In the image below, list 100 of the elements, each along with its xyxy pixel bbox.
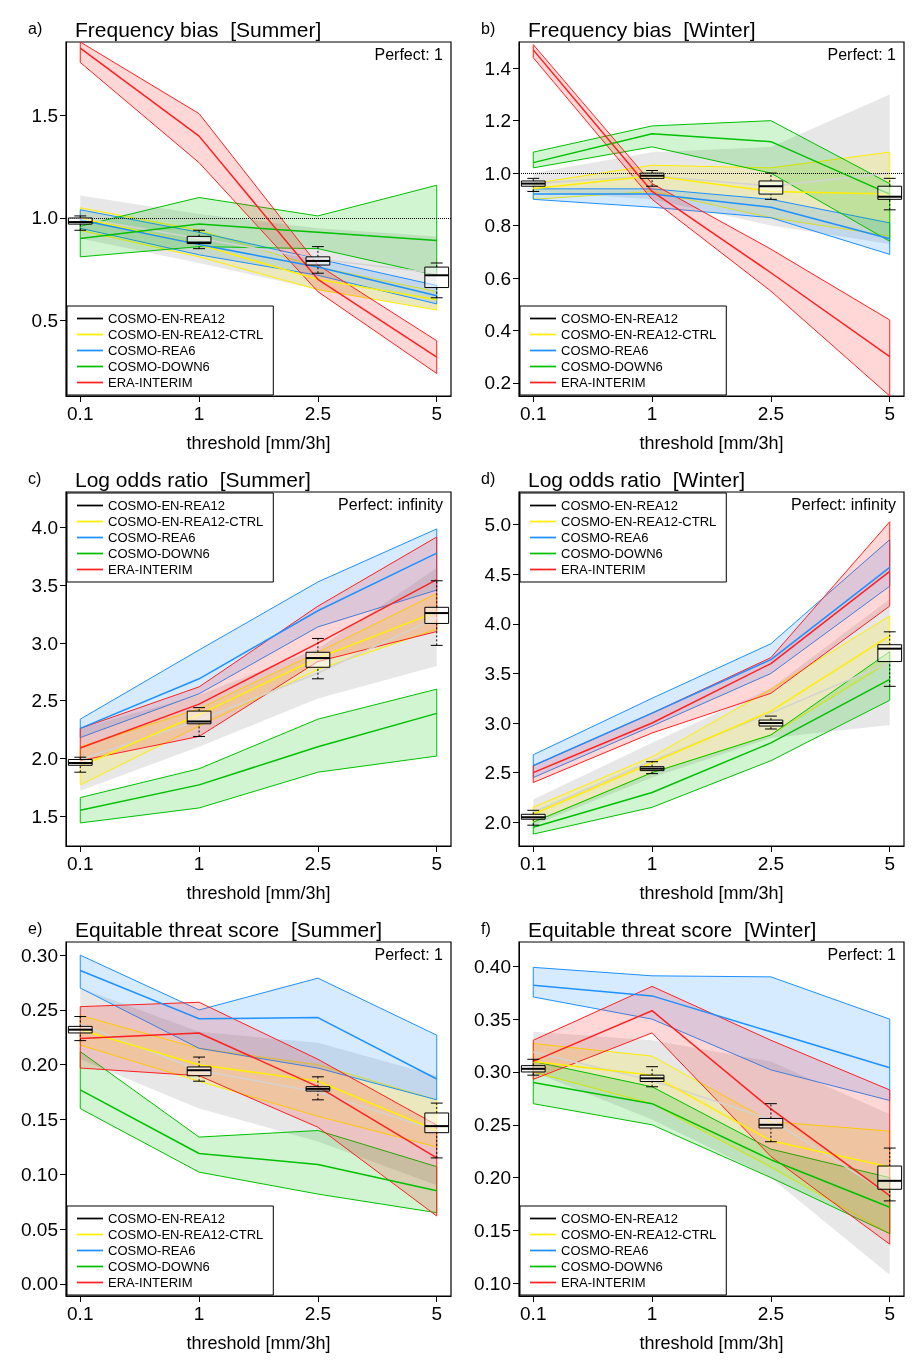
x-tick-label: 0.1 — [520, 853, 547, 874]
x-tick-label: 2.5 — [304, 853, 332, 874]
legend-label: COSMO-DOWN6 — [561, 546, 663, 561]
text: b) — [481, 19, 496, 37]
legend-label: COSMO-REA6 — [561, 1243, 649, 1258]
text: a) — [28, 19, 43, 37]
x-tick-label: 5 — [884, 853, 896, 874]
y-tick-label: 0.5 — [31, 309, 58, 331]
x-tick-label: 5 — [884, 403, 896, 424]
legend-label: COSMO-EN-REA12-CTRL — [108, 514, 264, 529]
chart-title: Equitable threat score [Winter] — [528, 918, 817, 941]
annotation: Perfect: 1 — [827, 945, 897, 963]
y-tick-label: 2.0 — [484, 811, 511, 833]
y-tick-label: 0.20 — [21, 1054, 58, 1076]
x-tick-label: 1 — [646, 853, 658, 874]
y-tick-label: 0.00 — [21, 1273, 58, 1295]
x-axis-title: threshold [mm/3h] — [639, 433, 784, 453]
y-tick-label: 2.5 — [31, 690, 58, 712]
y-tick-label: 2.5 — [484, 762, 511, 784]
legend-label: COSMO-DOWN6 — [108, 359, 210, 374]
line-series — [532, 1081, 891, 1208]
legend-label: ERA-INTERIM — [561, 375, 646, 390]
x-tick-label: 0.1 — [67, 853, 94, 874]
x-tick-label: 1 — [193, 403, 205, 424]
x-tick-label: 1 — [193, 853, 205, 874]
y-tick-label: 1.5 — [31, 805, 58, 827]
y-tick-label: 1.4 — [484, 57, 512, 79]
x-axis-title: threshold [mm/3h] — [186, 1333, 331, 1353]
x-tick-label: 5 — [431, 853, 443, 874]
text: d) — [481, 469, 496, 487]
chart-title: Frequency bias [Summer] — [75, 18, 322, 41]
y-tick-label: 3.0 — [484, 712, 511, 734]
x-tick-label: 0.1 — [520, 1303, 547, 1324]
line-series — [79, 1089, 438, 1192]
legend-label: COSMO-DOWN6 — [561, 359, 663, 374]
legend-label: COSMO-EN-REA12 — [108, 1211, 226, 1226]
y-tick-label: 1.0 — [31, 207, 58, 229]
x-tick-label: 1 — [193, 1303, 205, 1324]
annotation: Perfect: infinity — [791, 495, 897, 513]
y-tick-label: 0.10 — [21, 1163, 58, 1185]
legend-label: COSMO-EN-REA12 — [561, 498, 679, 513]
y-tick-label: 0.10 — [474, 1272, 511, 1294]
x-axis-title: threshold [mm/3h] — [639, 1333, 784, 1353]
line-series — [79, 1032, 438, 1159]
line-series — [79, 969, 438, 1080]
y-tick-label: 2.0 — [31, 747, 58, 769]
y-tick-label: 3.5 — [484, 662, 511, 684]
line-series — [79, 578, 438, 749]
annotation: Perfect: infinity — [338, 495, 444, 513]
x-tick-label: 5 — [884, 1303, 896, 1324]
y-tick-label: 3.5 — [31, 574, 58, 596]
chart-title: Log odds ratio [Winter] — [528, 468, 746, 491]
line-series — [79, 223, 438, 242]
x-axis-title: threshold [mm/3h] — [186, 883, 331, 903]
line-series — [532, 984, 891, 1069]
y-tick-label: 0.2 — [484, 372, 511, 394]
legend-label: ERA-INTERIM — [561, 1275, 646, 1290]
chart-title: Frequency bias [Winter] — [528, 18, 756, 41]
legend-label: COSMO-EN-REA12-CTRL — [108, 1227, 264, 1242]
y-tick-label: 0.05 — [21, 1218, 58, 1240]
x-tick-label: 1 — [646, 1303, 658, 1324]
legend-label: COSMO-REA6 — [561, 530, 649, 545]
legend-label: COSMO-REA6 — [108, 343, 196, 358]
line-series — [79, 712, 438, 811]
y-tick-label: 0.15 — [21, 1109, 58, 1131]
legend-label: COSMO-EN-REA12-CTRL — [561, 514, 717, 529]
legend-label: COSMO-EN-REA12 — [108, 498, 226, 513]
chart-title: Equitable threat score [Summer] — [75, 918, 382, 941]
annotation: Perfect: 1 — [374, 945, 444, 963]
line-series — [532, 678, 891, 828]
legend-label: COSMO-REA6 — [108, 530, 196, 545]
legend-label: COSMO-REA6 — [108, 1243, 196, 1258]
text: f) — [481, 919, 491, 937]
x-tick-label: 2.5 — [304, 1303, 332, 1324]
line-series — [532, 1009, 891, 1197]
legend-label: COSMO-EN-REA12 — [561, 1211, 679, 1226]
y-tick-label: 1.2 — [484, 110, 511, 132]
legend-label: COSMO-EN-REA12-CTRL — [561, 1227, 717, 1242]
y-tick-label: 1.5 — [31, 105, 58, 127]
y-tick-label: 4.0 — [31, 517, 58, 539]
legend-label: ERA-INTERIM — [108, 375, 193, 390]
legend-label: COSMO-EN-REA12-CTRL — [108, 327, 264, 342]
legend-label: ERA-INTERIM — [108, 1275, 193, 1290]
y-tick-label: 4.5 — [484, 563, 511, 585]
legend-label: COSMO-EN-REA12 — [561, 311, 679, 326]
x-tick-label: 2.5 — [304, 403, 332, 424]
y-tick-label: 0.25 — [474, 1114, 511, 1136]
x-tick-label: 0.1 — [67, 1303, 94, 1324]
y-tick-label: 3.0 — [31, 632, 58, 654]
annotation: Perfect: 1 — [374, 45, 444, 63]
x-tick-label: 5 — [431, 1303, 443, 1324]
chart-title: Log odds ratio [Summer] — [75, 468, 311, 491]
legend-label: COSMO-DOWN6 — [561, 1259, 663, 1274]
x-tick-label: 2.5 — [757, 403, 785, 424]
y-tick-label: 0.35 — [474, 1008, 511, 1030]
y-tick-label: 0.40 — [474, 955, 511, 977]
y-tick-label: 0.30 — [474, 1061, 511, 1083]
y-tick-label: 0.4 — [484, 319, 512, 341]
y-tick-label: 5.0 — [484, 514, 511, 536]
legend-label: COSMO-REA6 — [561, 343, 649, 358]
